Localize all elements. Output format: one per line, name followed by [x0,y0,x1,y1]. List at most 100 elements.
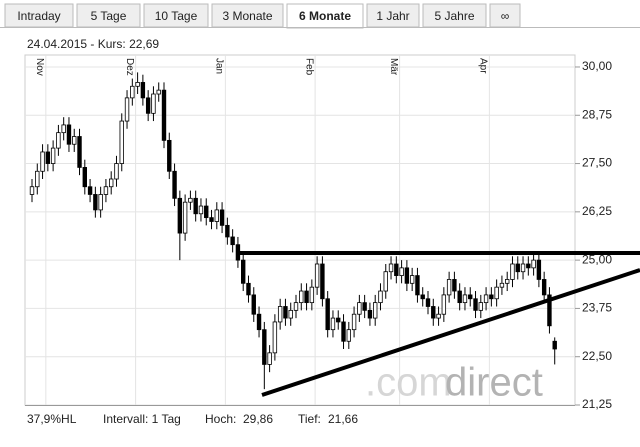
candle-body [114,163,119,180]
candle-body [198,205,204,215]
candle-body [172,170,177,199]
candle-body [256,313,262,331]
candle-body [372,302,378,319]
candle-body [531,259,536,269]
x-tick-label: Nov [34,58,45,76]
candle-body [409,275,415,284]
candle-body [35,170,40,188]
x-tick-label: Apr [478,58,489,74]
candle-body [82,167,87,188]
footer-text: 21,66 [328,412,358,426]
footer-text: 37,9%HL [27,412,77,426]
candle-body [404,267,410,284]
y-tick-label: 25,00 [582,252,612,266]
candle-body [304,290,309,304]
footer-text: 29,86 [243,412,273,426]
x-tick-label: Mär [388,58,399,76]
tab-label[interactable]: 5 Jahre [434,9,474,23]
candle-body [394,263,399,276]
x-tick-label: Dez [124,58,135,76]
candle-body [29,186,35,195]
candle-body [462,294,468,304]
candle-body [204,205,209,219]
candle-body [446,279,452,296]
candle-body [277,306,283,323]
tab-bar: Intraday 5 Tage 10 Tage 3 Monate 6 Monate 1 J… [4,3,521,29]
candle-body [209,217,214,222]
candle-body [536,259,542,280]
tab-label[interactable]: 6 Monate [299,9,351,23]
candle-body [251,294,256,315]
candle-body [98,194,103,211]
candle-body [346,329,351,342]
candle-body [341,321,346,342]
candle-body [415,275,420,296]
candle-body [431,306,436,319]
tab[interactable] [286,3,364,29]
candle-body [478,302,483,311]
watermark: .com [365,361,452,405]
candle-body [351,313,357,331]
candle-body [299,290,304,304]
y-tick-label: 30,00 [582,59,612,73]
candle-body [494,286,499,300]
candle-body [520,263,526,273]
candle-body [77,136,82,168]
candle-body [246,282,251,296]
tab-label[interactable]: 5 Tage [91,9,127,23]
tab-label[interactable]: 3 Monate [222,9,272,23]
candle-body [320,263,325,300]
candle-body [188,197,193,203]
candle-body [225,224,230,238]
candle-body [214,209,219,222]
candle-body [130,85,135,99]
candle-body [468,294,473,300]
candle-body [161,89,167,141]
candle-body [87,186,93,195]
support-line [261,268,640,397]
tab-label[interactable]: 10 Tage [155,9,198,23]
candle-body [145,97,151,114]
candle-body [262,329,267,365]
tab-label[interactable]: 1 Jahr [376,9,409,23]
candle-body [124,97,130,122]
candle-body [330,317,336,331]
chart-title: 24.04.2015 - Kurs: 22,69 [27,37,159,51]
candle-body [425,298,431,307]
candle-body [499,282,505,288]
candle-body [515,263,520,273]
candle-body [288,309,293,319]
candle-body [552,340,557,350]
candle-body [267,352,272,365]
candle-body [93,194,98,211]
candle-body [510,263,515,280]
footer-text: Tief: [298,412,321,426]
candle-body [135,82,140,87]
candle-body [119,120,124,164]
y-tick-label: 23,75 [582,301,612,315]
candle-body [56,132,61,149]
candle-body [109,178,114,188]
candle-body [378,290,383,304]
candle-body [72,136,77,145]
candle-body [420,294,425,300]
candle-body [388,263,394,273]
candle-body [240,259,246,284]
candle-body [182,201,188,234]
candle-body [367,309,373,319]
watermark: direct [445,361,543,405]
candle-body [156,89,161,95]
footer-text: Intervall: 1 Tag [103,412,181,426]
candle-body [489,294,494,300]
candle-body [547,294,552,327]
tab-label[interactable]: Intraday [17,9,60,23]
candle-body [541,279,547,296]
candle-body [45,151,51,164]
candle-body [235,244,241,261]
candle-body [325,298,330,331]
tab-label[interactable]: ∞ [501,9,510,23]
y-tick-label: 21,25 [582,397,612,411]
candle-body [362,302,367,311]
